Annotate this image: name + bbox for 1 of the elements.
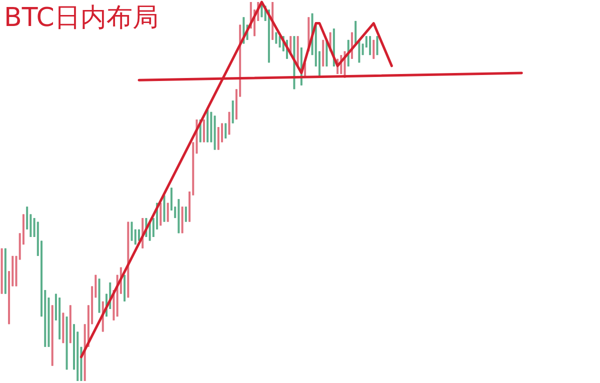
- chart-title: BTC日内布局: [4, 3, 158, 33]
